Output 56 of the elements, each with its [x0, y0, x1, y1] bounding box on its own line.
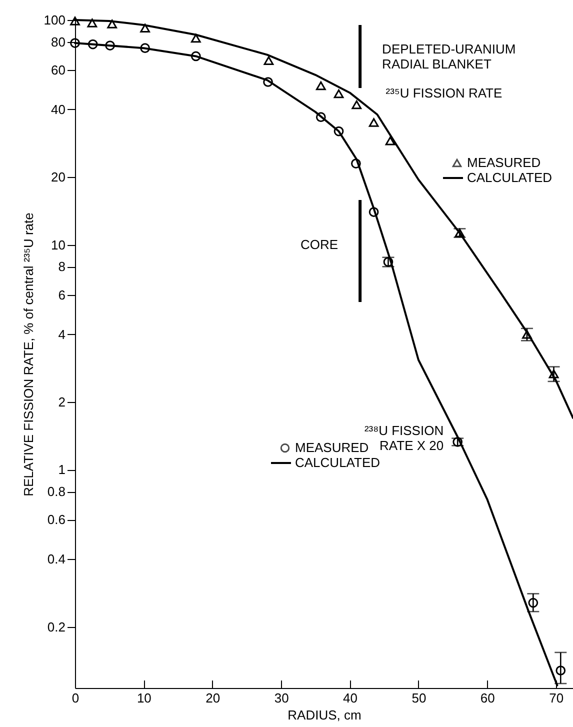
x-tick-label: 40: [343, 690, 358, 706]
point: [385, 136, 396, 146]
y-axis-title: RELATIVE FISSION RATE, % of central ²³⁵U rate: [20, 212, 36, 496]
point: [190, 51, 201, 62]
legend-label: MEASURED: [467, 155, 541, 170]
point: [368, 118, 379, 127]
y-tick-label: 0.6: [47, 512, 66, 528]
point: [263, 77, 273, 87]
y-tick-label: 40: [51, 102, 66, 117]
x-tick-label: 70: [549, 690, 564, 706]
y-tick-label: 10: [51, 237, 66, 252]
point: [140, 24, 150, 33]
y-tick-label: 80: [51, 34, 66, 50]
y-tick-label: 60: [51, 62, 66, 78]
x-tick-label: 60: [480, 690, 495, 706]
legend-label: CALCULATED: [295, 455, 380, 470]
point: [316, 112, 326, 122]
point: [190, 34, 201, 43]
y-tick-label: 4: [58, 326, 66, 342]
x-tick-label: 50: [412, 690, 426, 706]
point: [70, 16, 80, 26]
point: [522, 330, 532, 339]
point: [87, 18, 98, 28]
x-tick-label: 30: [274, 690, 289, 706]
annotation: DEPLETED-URANIUM RADIAL BLANKET: [382, 42, 516, 72]
y-tick-label: 20: [51, 170, 66, 185]
y-tick-label: 0.8: [47, 484, 66, 500]
point: [140, 43, 150, 54]
point: [334, 126, 344, 136]
legend-label: CALCULATED: [467, 170, 552, 185]
point: [88, 39, 98, 50]
point: [107, 20, 118, 28]
y-tick-label: 8: [58, 259, 66, 274]
x-tick-label: 10: [136, 690, 152, 706]
y-tick-label: 0.2: [47, 619, 66, 634]
point: [334, 89, 344, 98]
annotation: ²³⁵U FISSION RATE: [386, 85, 502, 100]
x-tick-label: 20: [206, 690, 220, 706]
y-tick-label: 6: [58, 287, 66, 302]
x-tick-label: 0: [72, 690, 80, 706]
point: [352, 100, 362, 110]
point: [70, 38, 80, 48]
y-tick-label: 100: [44, 12, 66, 28]
point: [105, 40, 115, 50]
y-tick-label: 0.4: [47, 552, 66, 567]
point: [368, 207, 379, 217]
point: [528, 598, 538, 608]
point: [264, 56, 274, 65]
point: [548, 369, 559, 378]
y-tick-label: 1: [58, 462, 66, 478]
point: [351, 158, 361, 168]
point: [316, 81, 326, 90]
ref-line-label: CORE: [300, 237, 338, 252]
point: [556, 666, 566, 676]
y-tick-label: 2: [58, 394, 66, 410]
x-axis-title: RADIUS, cm: [288, 708, 362, 722]
